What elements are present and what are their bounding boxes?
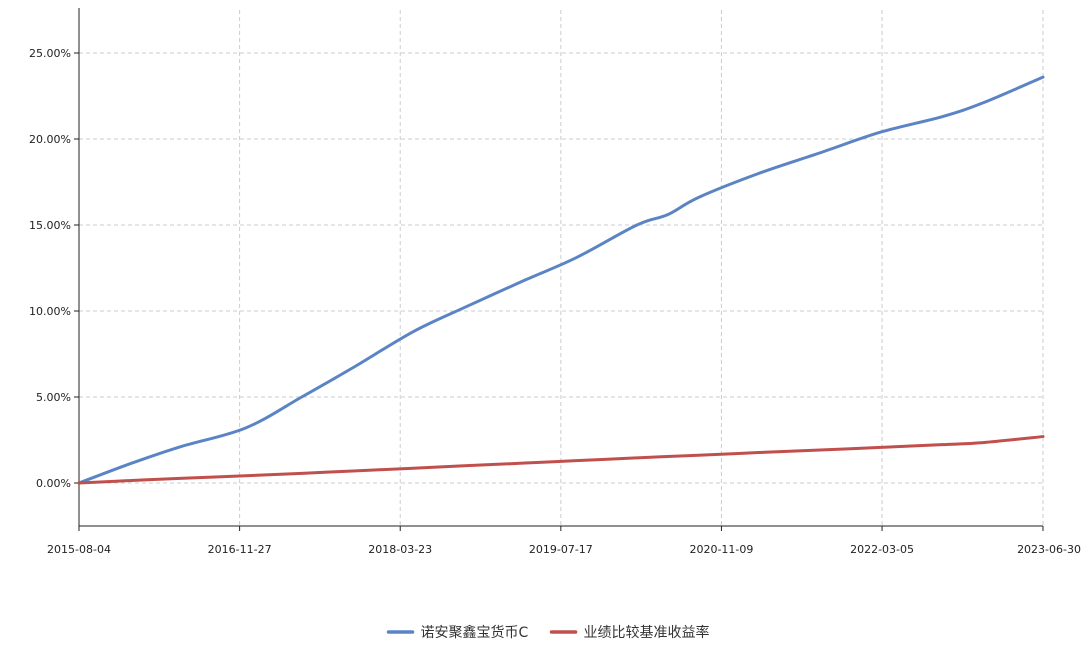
series-line-2	[77, 435, 1045, 485]
legend-label: 诺安聚鑫宝货币C	[421, 624, 529, 641]
legend-item-2[interactable]: 业绩比较基准收益率	[549, 624, 710, 641]
x-tick-label: 2018-03-23	[368, 543, 432, 556]
y-tick-label: 20.00%	[29, 133, 71, 146]
x-tick-label: 2016-11-27	[208, 543, 272, 556]
x-tick-label: 2023-06-30	[1017, 543, 1081, 556]
x-tick-label: 2020-11-09	[689, 543, 753, 556]
x-tick-label: 2022-03-05	[850, 543, 914, 556]
tick-labels: 0.00% 5.00% 10.00% 15.00% 20.00% 25.00% 2015-0…	[29, 47, 1081, 556]
legend-item-1[interactable]: 诺安聚鑫宝货币C	[386, 624, 529, 641]
y-tick-label: 0.00%	[36, 477, 71, 490]
x-tick-label: 2015-08-04	[47, 543, 111, 556]
x-tick-label: 2019-07-17	[529, 543, 593, 556]
legend-label: 业绩比较基准收益率	[584, 624, 710, 641]
series-layer	[77, 75, 1045, 485]
series-line-1	[77, 75, 1045, 485]
y-tick-label: 5.00%	[36, 391, 71, 404]
legend[interactable]: 诺安聚鑫宝货币C 业绩比较基准收益率	[386, 624, 710, 641]
axis-layer	[74, 8, 1044, 531]
y-tick-label: 15.00%	[29, 219, 71, 232]
y-tick-label: 10.00%	[29, 305, 71, 318]
y-tick-label: 25.00%	[29, 47, 71, 60]
grid-layer	[79, 10, 1044, 526]
